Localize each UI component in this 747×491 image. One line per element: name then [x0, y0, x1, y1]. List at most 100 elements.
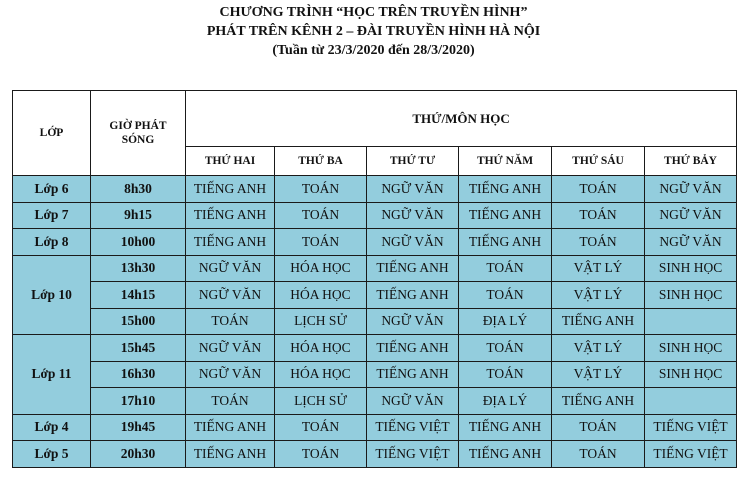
subject-cell: TOÁN: [274, 440, 367, 468]
subject-cell: TOÁN: [458, 360, 552, 388]
table-row: 17h10 TOÁN LỊCH SỬ NGỮ VĂN ĐỊA LÝ TIẾNG ANH: [13, 387, 738, 415]
subject-cell: TOÁN: [274, 228, 367, 256]
subject-cell: VẬT LÝ: [551, 281, 645, 309]
subject-cell: SINH HỌC: [643, 334, 738, 362]
subject-cell: NGỮ VĂN: [643, 201, 738, 229]
subject-cell: [643, 307, 738, 335]
table-row: Lớp 10 13h30 NGỮ VĂN HÓA HỌC TIẾNG ANH TOÁN VẬ…: [12, 254, 738, 335]
table-row: Lớp 7 9h15 TIẾNG ANH TOÁN NGỮ VĂN TIẾNG ANH TO…: [12, 201, 738, 229]
subject-cell: NGỮ VĂN: [185, 254, 275, 282]
subject-cell: TOÁN: [458, 334, 552, 362]
subject-cell: NGỮ VĂN: [643, 228, 738, 256]
subject-cell: HÓA HỌC: [274, 334, 367, 362]
table-row: Lớp 5 20h30 TIẾNG ANH TOÁN TIẾNG VIỆT TIẾNG A…: [12, 440, 738, 468]
subject-cell: VẬT LÝ: [551, 334, 645, 362]
subject-cell: NGỮ VĂN: [366, 307, 459, 335]
subject-cell: NGỮ VĂN: [366, 201, 459, 229]
header-class: LỚP: [12, 90, 91, 176]
title-line-3: (Tuần từ 23/3/2020 đến 28/3/2020): [272, 43, 475, 58]
subject-cell: TOÁN: [274, 413, 367, 441]
time-cell: 9h15: [90, 201, 186, 229]
schedule-table: LỚP GIỜ PHÁT SÓNG THỨ/MÔN HỌC THỨ HAI THỨ…: [12, 90, 738, 468]
subject-cell: LỊCH SỬ: [274, 387, 367, 415]
class-cell: Lớp 6: [12, 175, 91, 203]
class-cell: Lớp 8: [12, 228, 91, 256]
header-day: THỨ BA: [274, 146, 367, 176]
subject-cell: LỊCH SỬ: [274, 307, 367, 335]
time-cell: 14h15: [90, 281, 186, 309]
subject-cell: TOÁN: [551, 201, 645, 229]
time-cell: 10h00: [90, 228, 186, 256]
title-line-1: CHƯƠNG TRÌNH “HỌC TRÊN TRUYỀN HÌNH”: [219, 5, 528, 20]
header-day: THỨ TƯ: [366, 146, 459, 176]
subject-cell: NGỮ VĂN: [366, 228, 459, 256]
time-cell: 15h00: [90, 307, 186, 335]
table-row: 15h00 TOÁN LỊCH SỬ NGỮ VĂN ĐỊA LÝ TIẾNG ANH: [13, 307, 738, 335]
subject-cell: TIẾNG VIỆT: [366, 440, 459, 468]
subject-cell: ĐỊA LÝ: [458, 307, 552, 335]
header-day: THỨ BẢY: [643, 146, 738, 176]
subject-cell: TIẾNG ANH: [185, 440, 275, 468]
subject-cell: VẬT LÝ: [551, 254, 645, 282]
subject-cell: SINH HỌC: [643, 281, 738, 309]
subject-cell: TIẾNG ANH: [458, 175, 552, 203]
table-row: Lớp 6 8h30 TIẾNG ANH TOÁN NGỮ VĂN TIẾNG ANH TO…: [12, 175, 738, 203]
subject-cell: TOÁN: [185, 387, 275, 415]
subject-cell: NGỮ VĂN: [185, 334, 275, 362]
subject-cell: TOÁN: [274, 201, 367, 229]
header-broadcast-time: GIỜ PHÁT SÓNG: [90, 90, 186, 176]
subject-cell: TOÁN: [458, 254, 552, 282]
subject-cell: TIẾNG VIỆT: [643, 413, 738, 441]
subject-cell: NGỮ VĂN: [366, 175, 459, 203]
subject-cell: TIẾNG VIỆT: [643, 440, 738, 468]
subject-cell: TOÁN: [551, 175, 645, 203]
subject-cell: TIẾNG ANH: [366, 334, 459, 362]
class-cell: Lớp 5: [12, 440, 91, 468]
subject-cell: TIẾNG ANH: [185, 413, 275, 441]
table-row: Lớp 11 15h45 NGỮ VĂN HÓA HỌC TIẾNG ANH TOÁN VẬ…: [12, 334, 738, 415]
subject-cell: TOÁN: [551, 413, 645, 441]
subject-cell: TIẾNG ANH: [458, 201, 552, 229]
class-cell: Lớp 7: [12, 201, 91, 229]
table-row: 16h30 NGỮ VĂN HÓA HỌC TIẾNG ANH TOÁN VẬT LÝ SI…: [13, 360, 738, 388]
subject-cell: TIẾNG VIỆT: [366, 413, 459, 441]
time-cell: 20h30: [90, 440, 186, 468]
subject-cell: TIẾNG ANH: [185, 175, 275, 203]
table-row: 14h15 NGỮ VĂN HÓA HỌC TIẾNG ANH TOÁN VẬT LÝ SI…: [13, 281, 738, 309]
subject-cell: TIẾNG ANH: [366, 360, 459, 388]
subject-cell: ĐỊA LÝ: [458, 387, 552, 415]
subject-cell: HÓA HỌC: [274, 281, 367, 309]
subject-cell: SINH HỌC: [643, 254, 738, 282]
subject-cell: [643, 387, 738, 415]
table-row: Lớp 8 10h00 TIẾNG ANH TOÁN NGỮ VĂN TIẾNG ANH T…: [12, 228, 738, 256]
subject-cell: HÓA HỌC: [274, 360, 367, 388]
class-cell: Lớp 10: [12, 254, 91, 335]
time-cell: 19h45: [90, 413, 186, 441]
class-cell: Lớp 4: [12, 413, 91, 441]
subject-cell: TIẾNG ANH: [458, 228, 552, 256]
subject-cell: TOÁN: [551, 228, 645, 256]
subject-cell: NGỮ VĂN: [366, 387, 459, 415]
title-line-2: PHÁT TRÊN KÊNH 2 – ĐÀI TRUYỀN HÌNH HÀ NỘ…: [206, 24, 541, 39]
subject-cell: TOÁN: [274, 175, 367, 203]
document-title: CHƯƠNG TRÌNH “HỌC TRÊN TRUYỀN HÌNH” PHÁT…: [0, 3, 747, 60]
subject-cell: NGỮ VĂN: [185, 281, 275, 309]
header-day: THỨ HAI: [185, 146, 275, 176]
time-cell: 15h45: [90, 334, 186, 362]
subject-cell: HÓA HỌC: [274, 254, 367, 282]
subject-cell: SINH HỌC: [643, 360, 738, 388]
subject-cell: NGỮ VĂN: [185, 360, 275, 388]
time-cell: 13h30: [90, 254, 186, 282]
subject-cell: TIẾNG ANH: [366, 254, 459, 282]
subject-cell: TIẾNG ANH: [185, 201, 275, 229]
table-row: Lớp 4 19h45 TIẾNG ANH TOÁN TIẾNG VIỆT TIẾNG A…: [12, 413, 738, 441]
subject-cell: TIẾNG ANH: [458, 440, 552, 468]
time-cell: 17h10: [90, 387, 186, 415]
subject-cell: NGỮ VĂN: [643, 175, 738, 203]
time-cell: 16h30: [90, 360, 186, 388]
subject-cell: VẬT LÝ: [551, 360, 645, 388]
subject-cell: TOÁN: [551, 440, 645, 468]
subject-cell: TIẾNG ANH: [185, 228, 275, 256]
subject-cell: TOÁN: [458, 281, 552, 309]
header-day: THỨ SÁU: [551, 146, 645, 176]
